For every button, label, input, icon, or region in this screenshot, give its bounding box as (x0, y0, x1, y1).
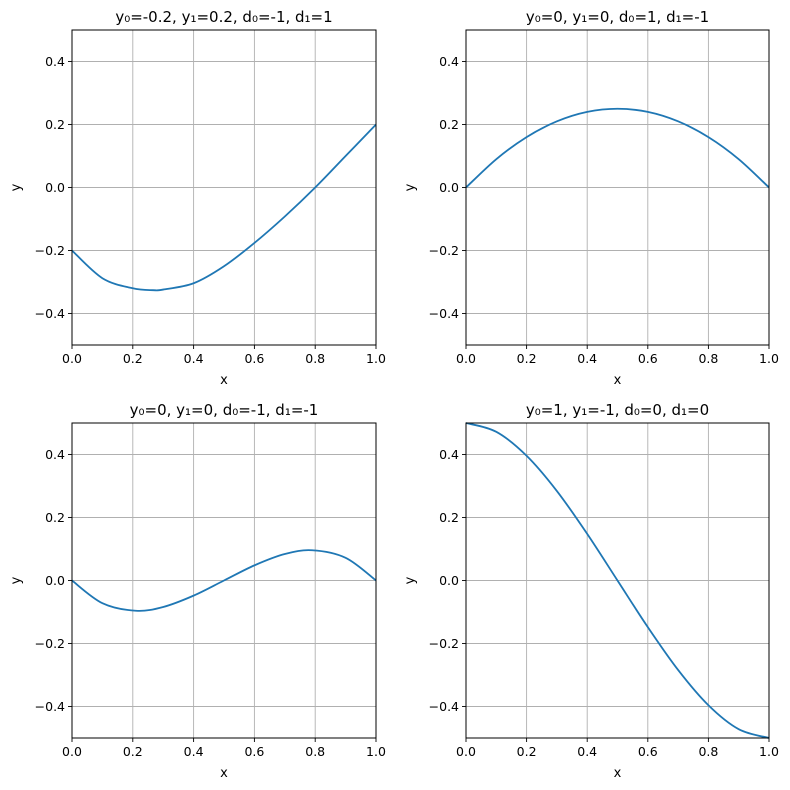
y-tick-label: −0.4 (35, 306, 65, 321)
x-tick-label: 0.6 (244, 351, 264, 366)
y-tick-label: −0.2 (429, 243, 459, 258)
y-tick-label: 0.2 (439, 510, 459, 525)
x-tick-label: 0.4 (184, 744, 204, 759)
series-line (466, 107, 769, 189)
x-tick-label: 0.0 (456, 351, 476, 366)
axes-frame (71, 29, 377, 346)
x-tick-label: 1.0 (366, 351, 386, 366)
x-tick-label: 0.4 (184, 351, 204, 366)
x-tick-label: 0.6 (638, 744, 658, 759)
axes-frame (71, 422, 377, 739)
x-axis-label: x (614, 373, 622, 388)
x-tick-label: 0.0 (62, 744, 82, 759)
x-tick-label: 0.8 (698, 744, 718, 759)
y-tick-label: −0.4 (35, 699, 65, 714)
x-tick-label: 0.4 (577, 744, 597, 759)
y-tick-label: −0.4 (429, 306, 459, 321)
x-axis-label: x (220, 766, 228, 781)
x-tick-label: 0.8 (698, 351, 718, 366)
series-line (466, 422, 769, 739)
x-tick-label: 1.0 (759, 351, 779, 366)
x-axis-label: x (614, 766, 622, 781)
y-tick-label: 0.4 (45, 447, 65, 462)
x-tick-label: 0.0 (62, 351, 82, 366)
x-tick-label: 1.0 (759, 744, 779, 759)
chart-title: y₀=0, y₁=0, d₀=-1, d₁=-1 (130, 401, 319, 419)
series-line (72, 123, 376, 292)
y-axis-label: y (9, 183, 24, 191)
y-tick-label: −0.2 (429, 636, 459, 651)
x-tick-label: 0.2 (517, 744, 537, 759)
x-tick-label: 0.6 (244, 744, 264, 759)
x-tick-label: 0.4 (577, 351, 597, 366)
y-tick-label: 0.0 (439, 180, 459, 195)
x-tick-label: 0.2 (123, 744, 143, 759)
chart-title: y₀=1, y₁=-1, d₀=0, d₁=0 (526, 401, 709, 419)
y-axis-label: y (403, 576, 418, 584)
axes-frame (465, 422, 770, 739)
y-tick-label: 0.2 (439, 117, 459, 132)
y-tick-label: −0.2 (35, 636, 65, 651)
chart-title: y₀=0, y₁=0, d₀=1, d₁=-1 (526, 8, 709, 26)
x-tick-label: 0.2 (517, 351, 537, 366)
y-tick-label: 0.4 (439, 54, 459, 69)
axes-frame (465, 29, 770, 346)
x-tick-label: 0.0 (456, 744, 476, 759)
x-axis-label: x (220, 373, 228, 388)
series-line (72, 549, 376, 612)
x-tick-label: 0.8 (305, 351, 325, 366)
y-axis-label: y (9, 576, 24, 584)
x-tick-label: 1.0 (366, 744, 386, 759)
chart-panel-4: 0.0 0.2 0.4 0.6 0.8 1.0 −0.4 −0.2 0.0 0.2 0.4 y₀=1,… (403, 401, 779, 781)
chart-panel-3: 0.0 0.2 0.4 0.6 0.8 1.0 −0.4 −0.2 0.0 0.2 0.4 y₀=0,… (9, 401, 386, 781)
x-tick-label: 0.8 (305, 744, 325, 759)
y-axis-label: y (403, 183, 418, 191)
chart-panel-1: 0.0 0.2 0.4 0.6 0.8 1.0 −0.4 −0.2 0.0 0.2 0.4 y₀=-0… (9, 8, 386, 388)
x-tick-label: 0.2 (123, 351, 143, 366)
y-tick-label: 0.0 (439, 573, 459, 588)
y-tick-label: 0.0 (45, 180, 65, 195)
x-tick-label: 0.6 (638, 351, 658, 366)
y-tick-label: 0.2 (45, 510, 65, 525)
y-tick-label: 0.2 (45, 117, 65, 132)
y-tick-label: 0.4 (439, 447, 459, 462)
chart-title: y₀=-0.2, y₁=0.2, d₀=-1, d₁=1 (115, 8, 332, 26)
y-tick-label: 0.4 (45, 54, 65, 69)
y-tick-label: −0.4 (429, 699, 459, 714)
chart-panel-2: 0.0 0.2 0.4 0.6 0.8 1.0 −0.4 −0.2 0.0 0.2 0.4 y₀=0,… (403, 8, 779, 388)
y-tick-label: 0.0 (45, 573, 65, 588)
y-tick-label: −0.2 (35, 243, 65, 258)
